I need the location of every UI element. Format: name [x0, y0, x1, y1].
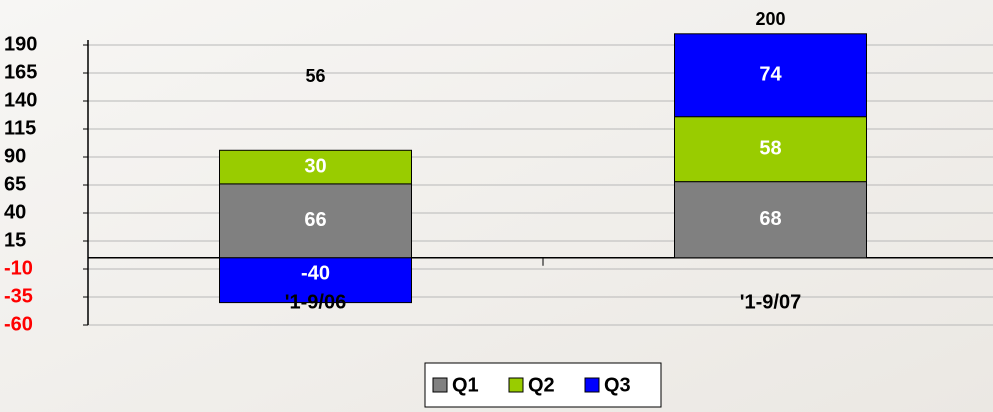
data-label: -40: [301, 262, 330, 284]
legend-swatch: [432, 377, 448, 393]
y-tick-label: 15: [4, 229, 26, 251]
legend-swatch: [584, 377, 600, 393]
legend-swatch: [508, 377, 524, 393]
bar-segment: [219, 257, 412, 304]
y-tick-label: -10: [4, 257, 33, 279]
y-tick-label: 190: [4, 33, 37, 55]
bar-segment: [674, 33, 867, 118]
y-tick-label: -35: [4, 285, 33, 307]
data-label: 30: [304, 155, 326, 177]
legend-box: [424, 362, 662, 408]
total-label: 56: [305, 66, 325, 86]
data-label: 74: [759, 64, 782, 86]
y-tick-label: 115: [4, 117, 36, 139]
total-label: 200: [755, 9, 785, 29]
y-tick-label: 90: [4, 145, 26, 167]
legend-label: Q2: [528, 374, 555, 396]
legend-label: Q3: [604, 374, 631, 396]
bar-segment: [219, 149, 412, 185]
y-tick-label: 40: [4, 201, 26, 223]
data-label: 68: [759, 208, 781, 230]
data-label: 66: [304, 209, 326, 231]
bar-segment: [674, 116, 867, 183]
y-tick-label: 65: [4, 173, 26, 195]
data-label: 58: [759, 137, 781, 159]
y-tick-label: -60: [4, 313, 33, 335]
y-tick-label: 140: [4, 89, 37, 111]
x-tick-label: '1-9/06: [285, 291, 346, 313]
x-tick-label: '1-9/07: [740, 291, 801, 313]
y-tick-label: 165: [4, 61, 37, 83]
legend-label: Q1: [452, 374, 479, 396]
bar-segment: [219, 183, 412, 259]
